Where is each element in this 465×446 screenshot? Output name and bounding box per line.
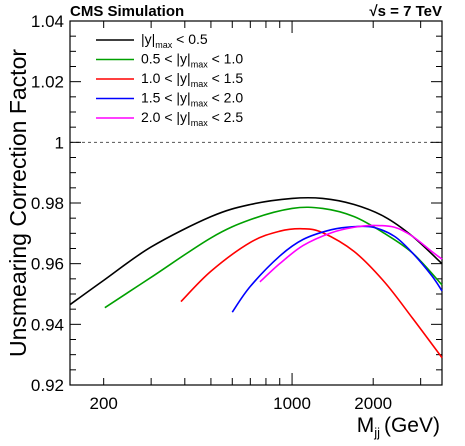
legend-entry-subscript: max — [191, 99, 209, 109]
x-tick-label: 200 — [89, 394, 117, 413]
legend-entry-3: 1.0 < |y|max < 1.5 — [141, 70, 243, 89]
legend-entry-text: < 2.0 — [208, 90, 244, 106]
x-axis-title: Mjj (GeV) — [357, 414, 440, 440]
series-group — [69, 196, 443, 359]
legend-entry-text: < 2.5 — [208, 109, 244, 125]
x-tick-label: 1000 — [273, 394, 311, 413]
legend-entry-2: 0.5 < |y|max < 1.0 — [141, 51, 243, 70]
legend-entry-text: < 0.5 — [172, 31, 208, 47]
series-line-3 — [180, 227, 443, 359]
y-axis-title: Unsmearing Correction Factor — [5, 49, 31, 357]
header-right-text: s = 7 TeV — [378, 3, 442, 20]
legend-entry-subscript: max — [155, 40, 173, 50]
x-axis-title-sub: jj — [373, 425, 380, 440]
legend-entry-text: < 1.0 — [208, 51, 244, 67]
y-tick-label: 1 — [55, 133, 64, 152]
y-tick-label: 1.04 — [31, 12, 64, 31]
header-left: CMS Simulation — [70, 3, 184, 20]
y-tick-label: 0.98 — [31, 194, 64, 213]
y-tick-label: 0.94 — [31, 315, 64, 334]
legend-entry-text: 0.5 < |y| — [141, 51, 191, 67]
legend-entry-1: |y|max < 0.5 — [141, 31, 208, 50]
series-line-5 — [259, 224, 443, 283]
legend-entry-text: 1.0 < |y| — [141, 70, 191, 86]
y-tick-label: 1.02 — [31, 73, 64, 92]
legend-entry-4: 1.5 < |y|max < 2.0 — [141, 90, 243, 109]
axis-ticks: 0.92 0.94 0.96 0.98 1 1.02 1.04 200 1000 2000 — [31, 12, 442, 413]
legend-entry-5: 2.0 < |y|max < 2.5 — [141, 109, 243, 128]
legend-entry-text: < 1.5 — [208, 70, 244, 86]
series-line-2 — [104, 206, 443, 309]
legend-entry-subscript: max — [191, 60, 209, 70]
series-line-1 — [69, 196, 443, 306]
legend-entry-text: 2.0 < |y| — [141, 109, 191, 125]
x-axis-title-main: M — [357, 414, 375, 437]
header-right: √s = 7 TeV — [369, 3, 442, 20]
sqrt-symbol: √ — [369, 3, 378, 20]
legend: |y|max < 0.50.5 < |y|max < 1.01.0 < |y|m… — [96, 31, 243, 128]
legend-entry-subscript: max — [191, 79, 209, 89]
x-axis-title-unit: (GeV) — [384, 414, 440, 437]
x-tick-label: 2000 — [354, 394, 392, 413]
legend-entry-subscript: max — [191, 118, 209, 128]
legend-entry-text: |y| — [141, 31, 155, 47]
legend-entry-text: 1.5 < |y| — [141, 90, 191, 106]
y-tick-label: 0.96 — [31, 255, 64, 274]
y-tick-label: 0.92 — [31, 376, 64, 395]
